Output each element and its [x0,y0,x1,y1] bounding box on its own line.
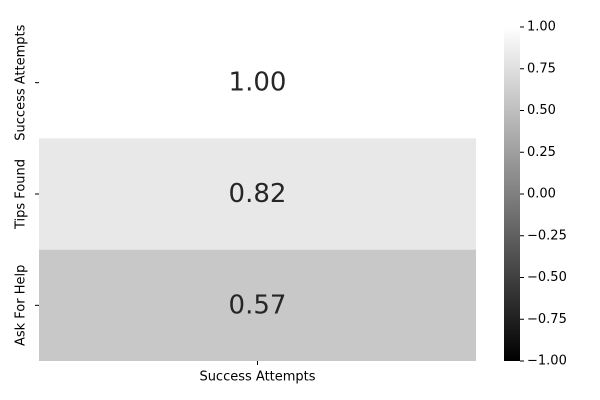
heatmap-cell [39,249,476,361]
colorbar-tick-label: −1.00 [527,354,567,369]
colorbar-tick-label: −0.75 [527,312,567,327]
y-tick-label: Success Attempts [14,24,29,140]
heatmap-cell [39,138,476,250]
y-tick-label: Ask For Help [14,265,29,346]
x-tick-label: Success Attempts [199,370,315,385]
heatmap-cell-labels: 1.00 0.82 0.57 [229,68,287,321]
colorbar-tick-label: 0.75 [527,61,556,76]
colorbar-tick-label: 0.00 [527,187,556,202]
heatmap-cell [39,27,476,139]
cell-value-label: 0.57 [229,290,287,320]
cell-value-label: 0.82 [229,179,287,209]
colorbar-tick-label: 0.50 [527,103,556,118]
colorbar-tick-label: −0.25 [527,228,567,243]
y-tick-label: Tips Found [14,159,29,230]
x-axis: Success Attempts [199,361,316,385]
colorbar: 1.00 0.75 0.50 0.25 0.00 −0.25 −0.50 −0.75 −1.00 [504,20,567,369]
colorbar-tick-label: 0.25 [527,145,556,160]
colorbar-tick-label: 1.00 [527,20,556,35]
cell-value-label: 1.00 [229,68,287,98]
colorbar-tick-label: −0.50 [527,270,567,285]
colorbar-gradient [504,27,520,361]
y-axis: Success Attempts Tips Found Ask For Help [14,24,39,346]
heatmap-cells [39,27,476,361]
